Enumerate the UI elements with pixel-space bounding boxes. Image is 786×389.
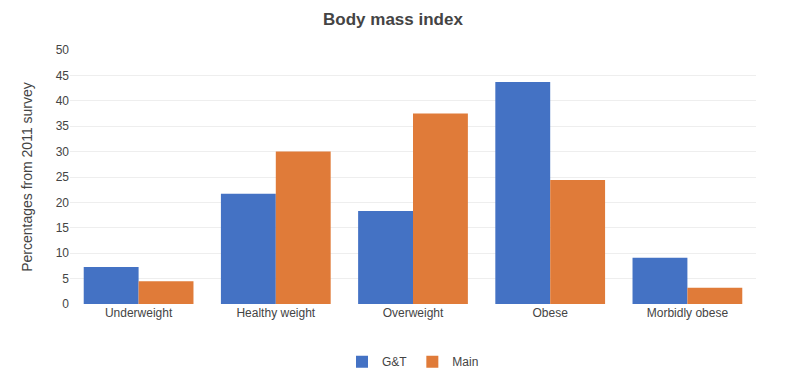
svg-text:50: 50 — [56, 43, 70, 57]
svg-text:Underweight: Underweight — [105, 306, 173, 320]
svg-text:10: 10 — [56, 246, 70, 260]
svg-text:15: 15 — [56, 221, 70, 235]
svg-text:30: 30 — [56, 145, 70, 159]
svg-text:5: 5 — [62, 272, 69, 286]
svg-text:0: 0 — [62, 297, 69, 311]
svg-text:Body mass index: Body mass index — [323, 10, 463, 29]
svg-text:45: 45 — [56, 69, 70, 83]
svg-text:20: 20 — [56, 196, 70, 210]
svg-text:Main: Main — [452, 355, 478, 369]
svg-text:35: 35 — [56, 119, 70, 133]
svg-text:Morbidly obese: Morbidly obese — [647, 306, 729, 320]
svg-text:Obese: Obese — [533, 306, 569, 320]
svg-text:G&T: G&T — [382, 355, 407, 369]
svg-text:25: 25 — [56, 170, 70, 184]
svg-text:Percentages from 2011 survey: Percentages from 2011 survey — [19, 82, 35, 272]
svg-text:Overweight: Overweight — [383, 306, 444, 320]
svg-text:40: 40 — [56, 94, 70, 108]
svg-text:Healthy weight: Healthy weight — [236, 306, 315, 320]
